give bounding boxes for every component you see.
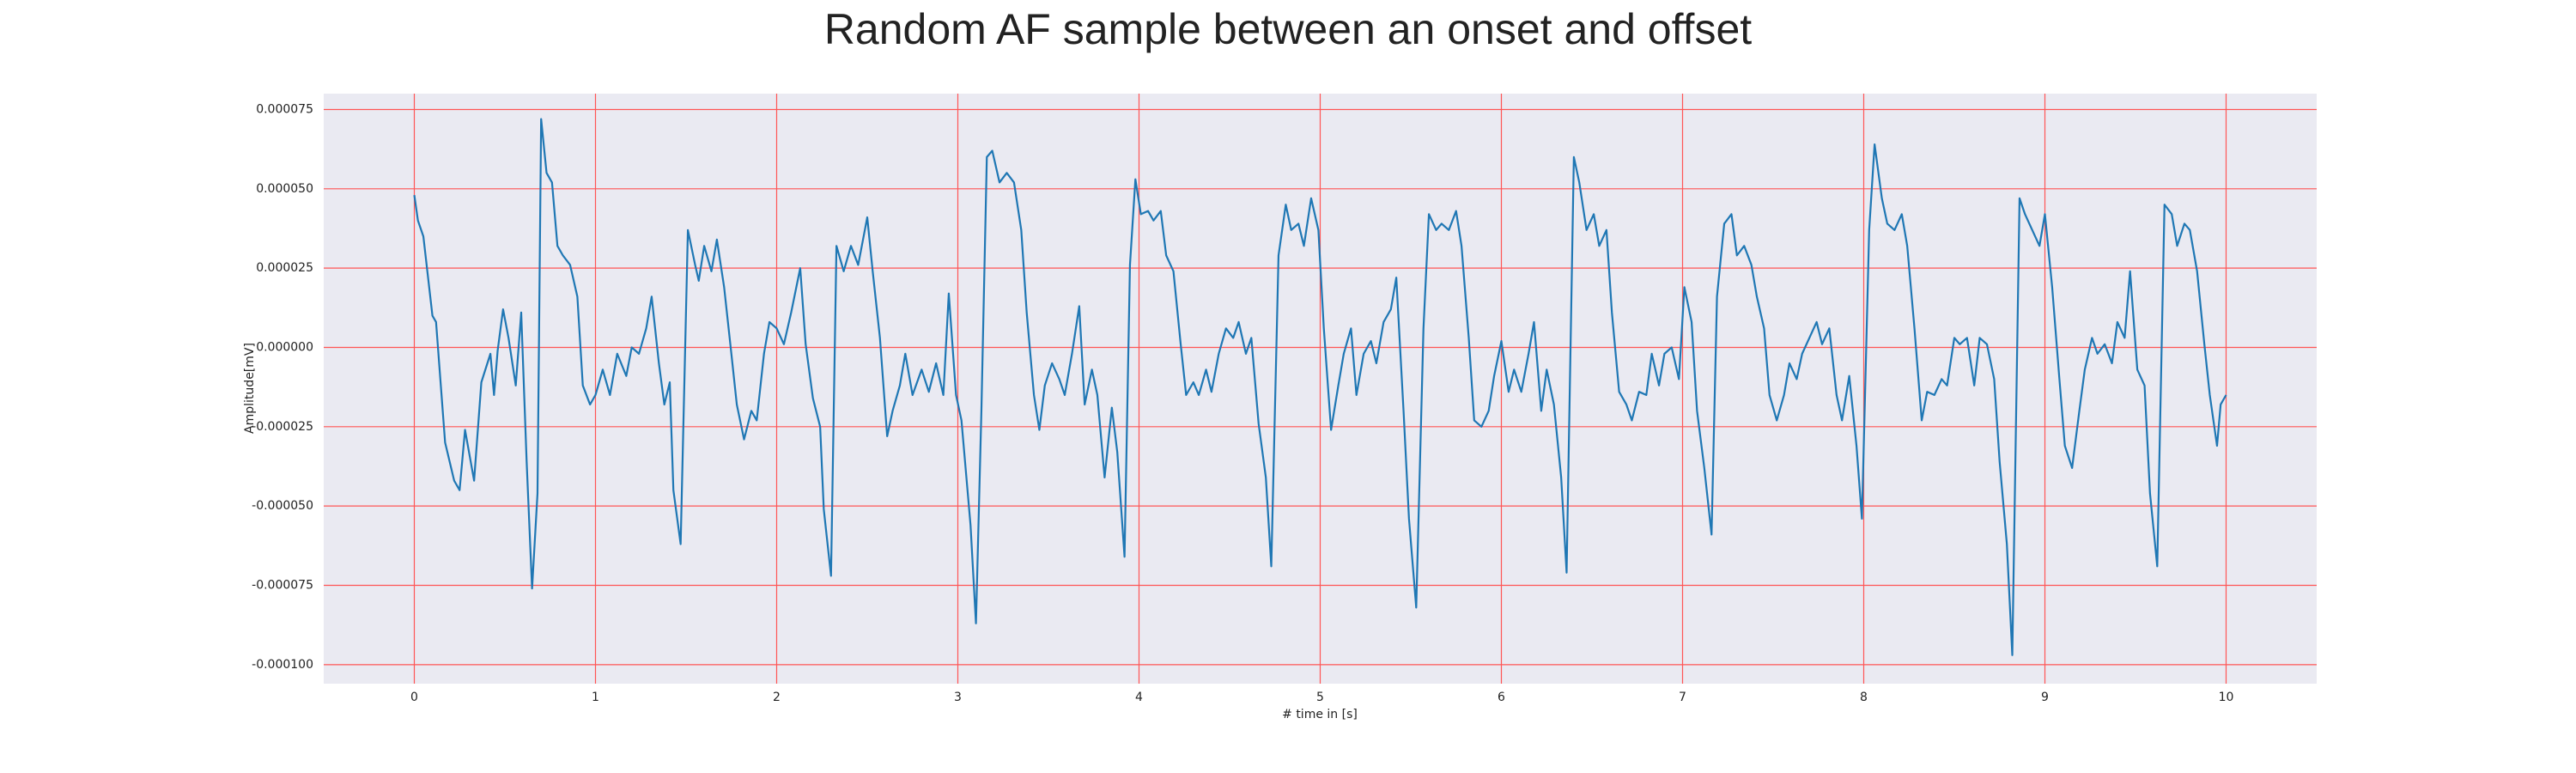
x-tick-label: 8 [1860,691,1868,704]
x-tick-label: 10 [2219,691,2234,704]
x-tick-label: 5 [1316,691,1324,704]
y-tick-label: 0.000050 [256,182,313,196]
y-tick-label: 0.000025 [256,261,313,275]
y-tick-label: -0.000075 [252,579,313,593]
x-tick-label: 3 [954,691,962,704]
x-axis-label: # time in [s] [1282,708,1358,721]
x-tick-label: 9 [2041,691,2049,704]
y-axis-label: Amplitude[mV] [243,343,257,434]
y-tick-label: -0.000025 [252,420,313,434]
y-tick-label: -0.000100 [252,658,313,672]
x-tick-label: 2 [773,691,781,704]
line-series [413,118,2227,656]
x-tick-label: 4 [1135,691,1143,704]
x-tick-label: 1 [592,691,599,704]
x-tick-label: 6 [1498,691,1505,704]
x-tick-label: 0 [410,691,418,704]
y-tick-label: 0.000075 [256,102,313,116]
chart-title: Random AF sample between an onset and of… [824,5,1752,53]
y-tick-label: -0.000050 [252,499,313,513]
x-tick-label: 7 [1679,691,1686,704]
y-tick-label: 0.000000 [256,340,313,354]
